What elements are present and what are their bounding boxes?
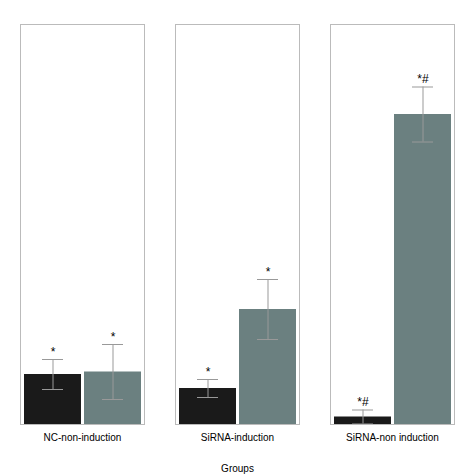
svg-text:Groups: Groups xyxy=(221,463,254,474)
svg-text:*#: *# xyxy=(357,395,369,409)
svg-text:*: * xyxy=(51,345,56,359)
svg-text:*: * xyxy=(266,265,271,279)
svg-text:*#: *# xyxy=(417,72,429,86)
svg-text:*: * xyxy=(206,365,211,379)
svg-text:NC-non-induction: NC-non-induction xyxy=(44,432,122,443)
svg-text:*: * xyxy=(111,330,116,344)
svg-text:SiRNA-induction: SiRNA-induction xyxy=(201,432,274,443)
svg-text:SiRNA-non induction: SiRNA-non induction xyxy=(346,432,439,443)
